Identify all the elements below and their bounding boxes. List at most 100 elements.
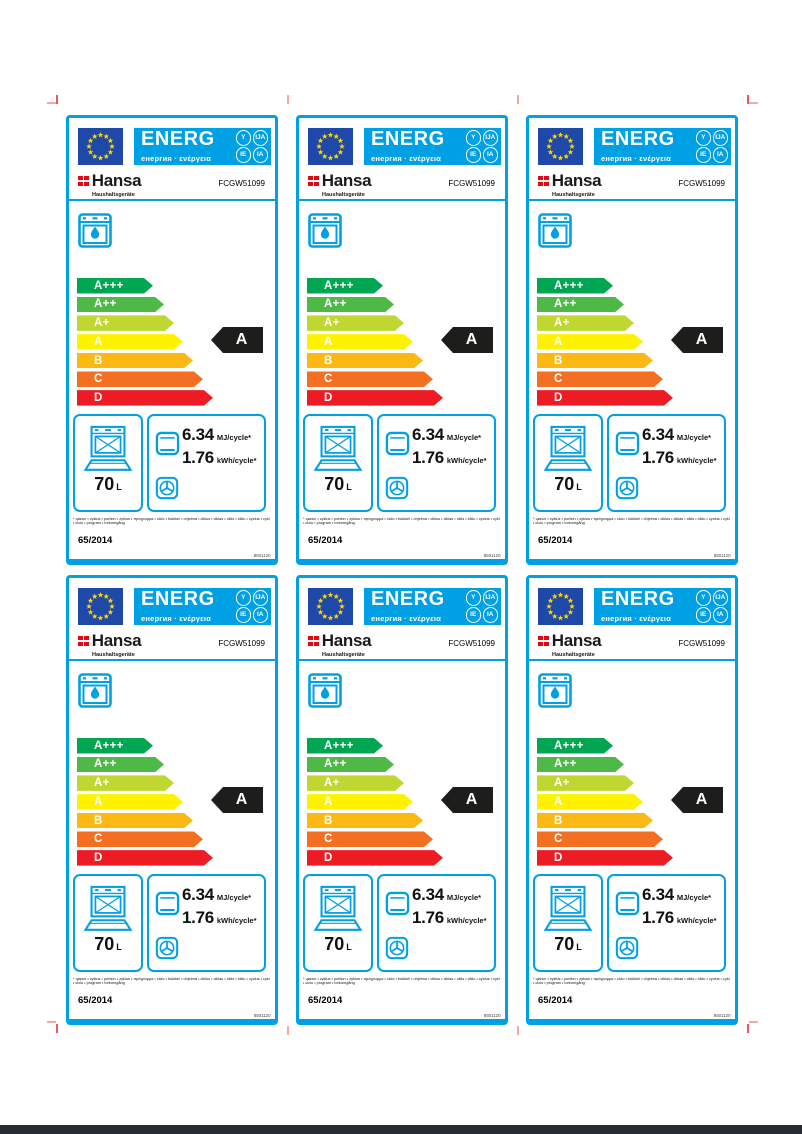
rating-arrow: A <box>671 787 723 813</box>
energy-class-letter: A <box>554 795 563 808</box>
energy-class-c: C <box>307 831 433 847</box>
hansa-logo: Hansa <box>538 631 725 651</box>
suffix-badge-y: Y <box>695 590 711 606</box>
rating-letter: A <box>235 331 248 348</box>
energy-consumption-box: 6.34 MJ/cycle* 1.76 kWh/cycle* <box>147 414 266 512</box>
oven-door-icon <box>385 891 410 916</box>
energy-class-b: B <box>537 353 653 369</box>
mj-unit: MJ/cycle* <box>446 433 482 442</box>
energy-class-letter: D <box>324 391 333 404</box>
cavity-volume: 70 L <box>305 474 371 497</box>
divider-line <box>296 659 508 661</box>
energy-class-a-plus-plus-plus: A+++ <box>307 738 383 754</box>
energy-class-a: A <box>307 794 413 810</box>
energ-logo: ENERG енергия · ενέργεια Y IJA IE IA <box>364 128 501 165</box>
suffix-badge-y: Y <box>465 130 481 146</box>
energ-word: ENERG <box>141 128 215 150</box>
footnote: * цикъл • cyklus • portion • zyklus • πρ… <box>303 517 500 526</box>
footnote: * цикъл • cyklus • portion • zyklus • πρ… <box>73 517 270 526</box>
label-header: ENERG енергия · ενέργεια Y IJA IE IA <box>308 128 501 165</box>
energy-class-a-plus-plus: A++ <box>537 757 624 773</box>
footnote-area: * цикъл • cyklus • portion • zyklus • πρ… <box>533 517 731 532</box>
energy-value-mj: 6.34 MJ/cycle* <box>182 885 257 908</box>
eu-stars <box>546 592 575 621</box>
language-suffix-badges: Y IJA IE IA <box>695 130 728 163</box>
energy-class-d: D <box>537 850 673 866</box>
document-number-area: 8501120 <box>240 547 271 565</box>
energ-subtitle: енергия · ενέργεια <box>141 614 212 623</box>
crop-mark <box>287 95 289 104</box>
rating-arrow: A <box>671 327 723 353</box>
oven-capacity-icon <box>543 425 593 471</box>
energ-subtitle: енергия · ενέργεια <box>601 154 672 163</box>
kwh-value: 1.76 <box>642 447 674 467</box>
volume-value: 70 <box>324 474 345 494</box>
capacity-box: 70 L <box>303 874 373 972</box>
energy-class-a: A <box>537 794 643 810</box>
volume-unit: L <box>116 482 122 492</box>
crop-mark <box>747 95 749 104</box>
capacity-box: 70 L <box>533 874 603 972</box>
kwh-unit: kWh/cycle* <box>676 455 717 465</box>
energy-class-a-plus-plus-plus: A+++ <box>77 738 153 754</box>
eu-flag-icon <box>78 588 123 625</box>
energy-class-d: D <box>77 390 213 406</box>
energy-value-mj: 6.34 MJ/cycle* <box>642 885 717 908</box>
energy-class-a-plus-plus: A++ <box>77 757 164 773</box>
energy-class-scale: A+++ A++ A+ A B C D <box>537 278 673 406</box>
document-number: 8501120 <box>254 1013 271 1018</box>
crop-mark <box>747 1024 749 1033</box>
energy-class-letter: A+ <box>94 777 110 790</box>
energy-value-mj: 6.34 MJ/cycle* <box>642 425 717 448</box>
energy-value-mj: 6.34 MJ/cycle* <box>182 425 257 448</box>
suffix-badge-y: Y <box>235 590 251 606</box>
energ-logo: ENERG енергия · ενέργεια Y IJA IE IA <box>134 588 271 625</box>
energy-class-letter: A+++ <box>324 279 354 292</box>
gas-oven-icon <box>308 213 342 248</box>
divider-line <box>296 199 508 201</box>
eu-stars <box>546 132 575 161</box>
document-number-area: 8501120 <box>470 1007 501 1025</box>
mj-unit: MJ/cycle* <box>676 893 712 902</box>
divider-line <box>526 199 738 201</box>
energy-class-letter: A++ <box>94 758 117 771</box>
energy-class-letter: C <box>324 833 333 846</box>
crop-mark <box>56 1024 58 1033</box>
energy-class-letter: B <box>94 354 103 367</box>
energy-class-b: B <box>77 353 193 369</box>
suffix-badge-y: Y <box>235 130 251 146</box>
crop-mark <box>47 102 56 104</box>
document-number-area: 8501120 <box>700 1007 731 1025</box>
energ-logo: ENERG енергия · ενέργεια Y IJA IE IA <box>134 128 271 165</box>
energy-class-letter: D <box>554 391 563 404</box>
energy-class-b: B <box>537 813 653 829</box>
footnote: * цикъл • cyklus • portion • zyklus • πρ… <box>533 977 730 986</box>
oven-door-icon <box>385 431 410 456</box>
kwh-value: 1.76 <box>182 907 214 927</box>
crop-mark <box>56 95 58 104</box>
energy-value-kwh: 1.76 kWh/cycle* <box>182 908 257 931</box>
energy-class-letter: A+++ <box>554 739 584 752</box>
energy-label: ENERG енергия · ενέργεια Y IJA IE IA Han… <box>296 575 508 1025</box>
energy-class-b: B <box>77 813 193 829</box>
fan-icon <box>615 476 639 500</box>
energy-class-a-plus: A+ <box>307 315 404 331</box>
divider-line <box>66 199 278 201</box>
volume-unit: L <box>346 942 352 952</box>
kwh-value: 1.76 <box>412 447 444 467</box>
suffix-badge-ie: IE <box>465 607 481 623</box>
supplier-row: Hansa Haushaltsgeräte FCGW51099 <box>308 171 495 198</box>
mj-value: 6.34 <box>642 425 674 444</box>
fan-icon <box>615 936 639 960</box>
brand-name: Hansa <box>91 631 142 650</box>
energ-subtitle: енергия · ενέργεια <box>371 614 442 623</box>
mj-value: 6.34 <box>182 885 214 904</box>
footnote-area: * цикъл • cyklus • portion • zyklus • πρ… <box>73 517 271 532</box>
document-number: 8501120 <box>714 553 731 558</box>
oven-capacity-icon <box>313 425 363 471</box>
energy-class-a-plus: A+ <box>77 775 174 791</box>
energy-label: ENERG енергия · ενέργεια Y IJA IE IA Han… <box>66 575 278 1025</box>
suffix-badge-ija: IJA <box>482 130 498 146</box>
suffix-badge-ia: IA <box>482 147 498 163</box>
supplier-row: Hansa Haushaltsgeräte FCGW51099 <box>538 631 725 658</box>
